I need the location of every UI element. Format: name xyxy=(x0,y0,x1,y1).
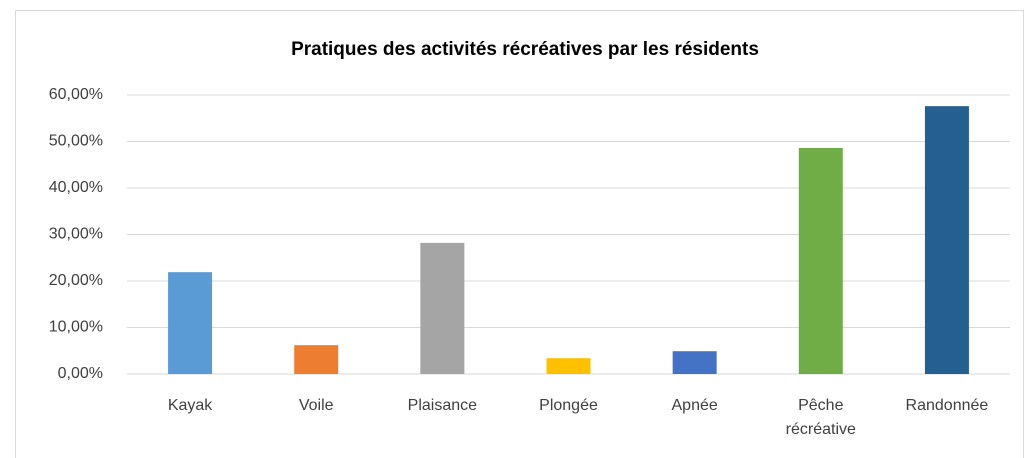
y-tick-label: 30,00% xyxy=(49,226,103,243)
x-tick-label: Apnée xyxy=(671,397,718,414)
y-tick-label: 10,00% xyxy=(49,319,103,336)
y-tick-label: 20,00% xyxy=(49,272,103,289)
y-tick-label: 50,00% xyxy=(49,133,103,150)
x-tick-label: Plaisance xyxy=(407,397,478,414)
y-tick-label: 0,00% xyxy=(58,365,103,382)
y-tick-label: 60,00% xyxy=(49,86,103,103)
bar xyxy=(168,272,213,374)
bar xyxy=(294,345,339,374)
chart-title: Pratiques des activités récréatives par … xyxy=(291,39,759,60)
x-tick-label: Plongée xyxy=(539,397,598,414)
x-tick-label: Kayak xyxy=(167,397,213,414)
y-tick-label: 40,00% xyxy=(49,179,103,196)
bar xyxy=(672,351,717,374)
bar xyxy=(546,358,591,374)
bar xyxy=(924,106,969,374)
bar xyxy=(420,242,465,374)
x-tick-label: Voile xyxy=(298,397,334,414)
bar xyxy=(798,148,843,374)
x-tick-label: Pêche récréative xyxy=(785,397,856,438)
x-tick-label: Randonnée xyxy=(905,397,989,414)
